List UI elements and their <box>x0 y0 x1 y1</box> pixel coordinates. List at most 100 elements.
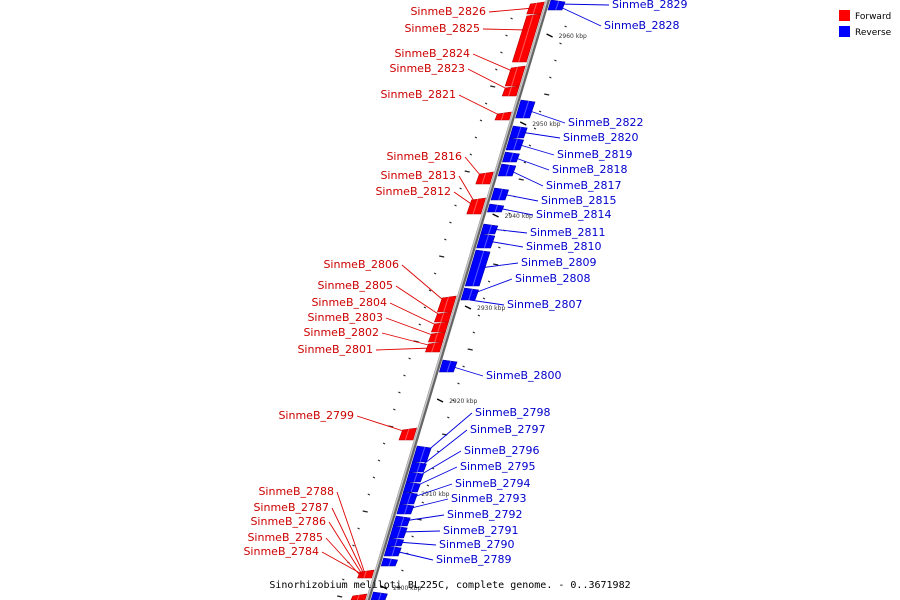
reverse-gene-block <box>476 233 496 249</box>
reverse-gene-label[interactable]: SinmeB_2819 <box>557 148 633 161</box>
reverse-gene-label[interactable]: SinmeB_2798 <box>475 406 551 419</box>
forward-gene-block <box>526 1 545 15</box>
tick-mark <box>487 280 491 283</box>
tick-mark <box>490 85 496 88</box>
leader-line <box>401 264 446 303</box>
reverse-gene-label[interactable]: SinmeB_2794 <box>455 477 531 490</box>
leader-line <box>423 412 473 455</box>
reverse-gene-label[interactable]: SinmeB_2808 <box>515 272 591 285</box>
forward-gene-label[interactable]: SinmeB_2802 <box>303 326 379 339</box>
leader-line <box>458 94 502 117</box>
forward-gene-label[interactable]: SinmeB_2821 <box>380 88 456 101</box>
leader-line <box>395 285 442 317</box>
forward-gene-label[interactable]: SinmeB_2805 <box>317 279 393 292</box>
tick-mark <box>403 374 406 377</box>
reverse-gene-label[interactable]: SinmeB_2815 <box>541 194 617 207</box>
leader-line <box>458 175 476 204</box>
forward-gene-block <box>511 13 542 63</box>
gene-bevel <box>508 86 512 97</box>
gene-bevel <box>468 288 473 301</box>
reverse-gene-label[interactable]: SinmeB_2811 <box>530 226 606 239</box>
forward-gene-label[interactable]: SinmeB_2799 <box>278 409 354 422</box>
forward-gene-label[interactable]: SinmeB_2801 <box>297 343 373 356</box>
leader-line <box>450 365 484 377</box>
gene-labels[interactable]: SinmeB_2826 SinmeB_2825 SinmeB_2824 SinmeB_… <box>243 0 687 566</box>
reverse-gene-label[interactable]: SinmeB_2814 <box>536 208 612 221</box>
reverse-gene-label[interactable]: SinmeB_2791 <box>443 524 519 537</box>
reverse-gene-label[interactable]: SinmeB_2809 <box>521 256 597 269</box>
tick-mark <box>508 212 511 215</box>
tick-mark <box>401 569 404 572</box>
tick-mark <box>484 102 488 105</box>
forward-gene-block <box>350 593 368 600</box>
scale-label: 2950 kbp <box>532 121 560 128</box>
forward-gene-label[interactable]: SinmeB_2826 <box>410 5 486 18</box>
leader-line <box>487 240 524 248</box>
forward-gene-label[interactable]: SinmeB_2825 <box>404 22 480 35</box>
tick-mark <box>457 382 460 385</box>
forward-gene-label[interactable]: SinmeB_2784 <box>243 545 319 558</box>
reverse-gene-label[interactable]: SinmeB_2829 <box>612 0 688 11</box>
reverse-gene-label[interactable]: SinmeB_2793 <box>451 492 527 505</box>
reverse-gene-label[interactable]: SinmeB_2817 <box>546 179 622 192</box>
gene-bevel <box>396 526 402 539</box>
gene-bevel <box>516 126 522 139</box>
tick-mark <box>421 501 425 504</box>
reverse-gene-block <box>408 461 427 473</box>
reverse-gene-label[interactable]: SinmeB_2818 <box>552 163 628 176</box>
forward-gene-label[interactable]: SinmeB_2812 <box>375 185 451 198</box>
reverse-gene-label[interactable]: SinmeB_2810 <box>526 240 602 253</box>
reverse-gene-label[interactable]: SinmeB_2790 <box>439 538 515 551</box>
tick-mark <box>544 93 550 96</box>
scale-label: 2930 kbp <box>477 305 505 312</box>
forward-gene-label[interactable]: SinmeB_2813 <box>380 169 456 182</box>
forward-gene-label[interactable]: SinmeB_2804 <box>311 296 387 309</box>
tick-mark <box>418 323 422 326</box>
leader-line <box>389 302 439 327</box>
reverse-gene-label[interactable]: SinmeB_2828 <box>604 19 680 32</box>
reverse-gene-label[interactable]: SinmeB_2795 <box>460 460 536 473</box>
forward-gene-label[interactable]: SinmeB_2823 <box>389 62 465 75</box>
leader-line <box>394 550 434 561</box>
leader-line <box>467 68 510 91</box>
gene-bevel <box>434 332 439 343</box>
gene-bevel <box>472 198 479 215</box>
leader-line <box>516 143 555 156</box>
leader-line <box>512 156 550 171</box>
gene-bevel <box>500 112 505 121</box>
forward-gene-label[interactable]: SinmeB_2824 <box>394 47 470 60</box>
reverse-gene-label[interactable]: SinmeB_2792 <box>447 508 523 521</box>
reverse-gene-block <box>405 471 424 483</box>
forward-gene-label[interactable]: SinmeB_2786 <box>250 515 326 528</box>
tick-mark <box>411 535 414 538</box>
gene-bevel <box>400 516 405 527</box>
gene-bevel <box>555 0 560 11</box>
forward-gene-label[interactable]: SinmeB_2787 <box>253 501 329 514</box>
forward-gene-label[interactable]: SinmeB_2803 <box>307 311 383 324</box>
tick-mark <box>523 161 527 164</box>
reverse-gene-label[interactable]: SinmeB_2789 <box>436 553 512 566</box>
forward-gene-label[interactable]: SinmeB_2816 <box>386 150 462 163</box>
reverse-gene-block <box>460 287 480 301</box>
tick-mark <box>495 68 498 71</box>
gene-bevel <box>488 224 492 235</box>
reverse-gene-label[interactable]: SinmeB_2796 <box>464 444 540 457</box>
tick-mark <box>439 255 445 258</box>
forward-gene-label[interactable]: SinmeB_2788 <box>258 485 334 498</box>
forward-gene-label[interactable]: SinmeB_2785 <box>247 531 323 544</box>
gene-bevel <box>431 342 436 353</box>
forward-gene-label[interactable]: SinmeB_2806 <box>323 258 399 271</box>
reverse-gene-block <box>464 249 491 287</box>
reverse-gene-block <box>396 503 415 515</box>
reverse-gene-label[interactable]: SinmeB_2820 <box>563 131 639 144</box>
tick-mark <box>352 544 355 547</box>
tick-mark <box>357 527 360 530</box>
gene-bevel <box>378 592 382 600</box>
tick-mark <box>469 153 473 156</box>
reverse-gene-label[interactable]: SinmeB_2800 <box>486 369 562 382</box>
reverse-gene-label[interactable]: SinmeB_2807 <box>507 298 583 311</box>
reverse-gene-label[interactable]: SinmeB_2822 <box>568 116 644 129</box>
gene-bevel <box>404 428 410 441</box>
reverse-gene-label[interactable]: SinmeB_2797 <box>470 423 546 436</box>
reverse-gene-block <box>438 359 458 373</box>
